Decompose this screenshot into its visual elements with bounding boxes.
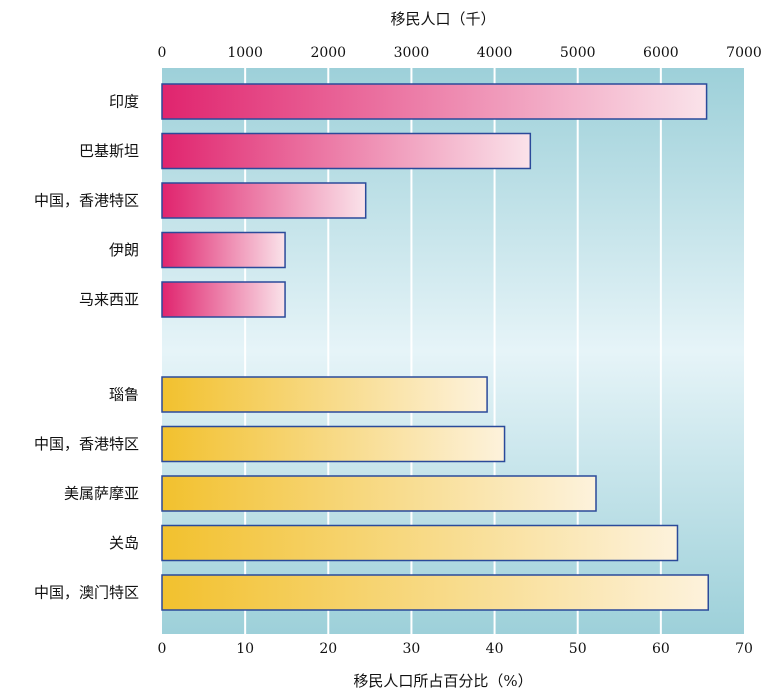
category-label: 瑙鲁 (109, 386, 139, 404)
bar (161, 475, 597, 512)
tick-label: 6000 (643, 45, 679, 61)
tick-label: 7000 (726, 45, 762, 61)
tick-label: 20 (319, 641, 337, 657)
category-label: 美属萨摩亚 (64, 485, 139, 503)
category-labels: 印度巴基斯坦中国，香港特区伊朗马来西亚瑙鲁中国，香港特区美属萨摩亚关岛中国，澳门… (34, 93, 139, 602)
category-label: 中国，香港特区 (34, 192, 139, 210)
bar (161, 376, 488, 413)
tick-label: 60 (652, 641, 670, 657)
bar (161, 132, 532, 170)
tick-label: 2000 (310, 45, 346, 61)
category-label: 关岛 (109, 534, 139, 552)
bar (161, 425, 506, 463)
tick-label: 5000 (560, 45, 596, 61)
category-label: 印度 (109, 93, 139, 111)
category-label: 伊朗 (109, 241, 139, 259)
tick-label: 3000 (394, 45, 430, 61)
tick-label: 1000 (227, 45, 263, 61)
tick-label: 0 (158, 641, 167, 657)
tick-label: 40 (486, 641, 504, 657)
tick-label: 50 (569, 641, 587, 657)
bottom-axis: 0 10 20 30 40 50 60 70 (158, 641, 753, 657)
bar (161, 281, 286, 318)
bar (161, 574, 709, 611)
bar (161, 182, 367, 219)
top-axis: 0 1000 2000 3000 4000 5000 6000 7000 (158, 45, 762, 61)
bar (161, 524, 679, 562)
bottom-axis-title: 移民人口所占百分比（%） (353, 672, 532, 690)
tick-label: 4000 (477, 45, 513, 61)
tick-label: 0 (158, 45, 167, 61)
top-axis-title: 移民人口（千） (390, 10, 495, 28)
bars (161, 83, 709, 611)
bar (161, 231, 286, 269)
category-label: 马来西亚 (79, 291, 139, 309)
category-label: 中国，澳门特区 (34, 584, 139, 602)
tick-label: 30 (403, 641, 421, 657)
tick-label: 10 (236, 641, 254, 657)
category-label: 巴基斯坦 (79, 142, 139, 160)
category-label: 中国，香港特区 (34, 435, 139, 453)
bar (161, 83, 708, 120)
tick-label: 70 (735, 641, 753, 657)
